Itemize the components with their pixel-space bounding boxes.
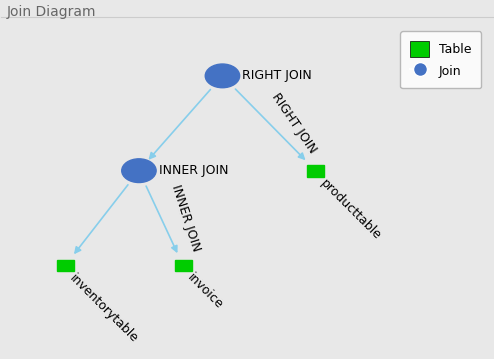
Bar [307,165,325,177]
Bar [174,260,192,271]
Legend: Table, Join: Table, Join [400,31,482,88]
Text: invoice: invoice [185,271,226,312]
Text: inventorytable: inventorytable [67,271,141,345]
Text: RIGHT JOIN: RIGHT JOIN [242,69,312,82]
Circle shape [122,159,156,182]
Bar [57,260,74,271]
Text: RIGHT JOIN: RIGHT JOIN [269,91,319,156]
Text: INNER JOIN: INNER JOIN [159,164,228,177]
Text: INNER JOIN: INNER JOIN [169,183,203,253]
Text: Join Diagram: Join Diagram [6,5,96,19]
Circle shape [205,64,240,88]
Text: producttable: producttable [318,177,383,242]
